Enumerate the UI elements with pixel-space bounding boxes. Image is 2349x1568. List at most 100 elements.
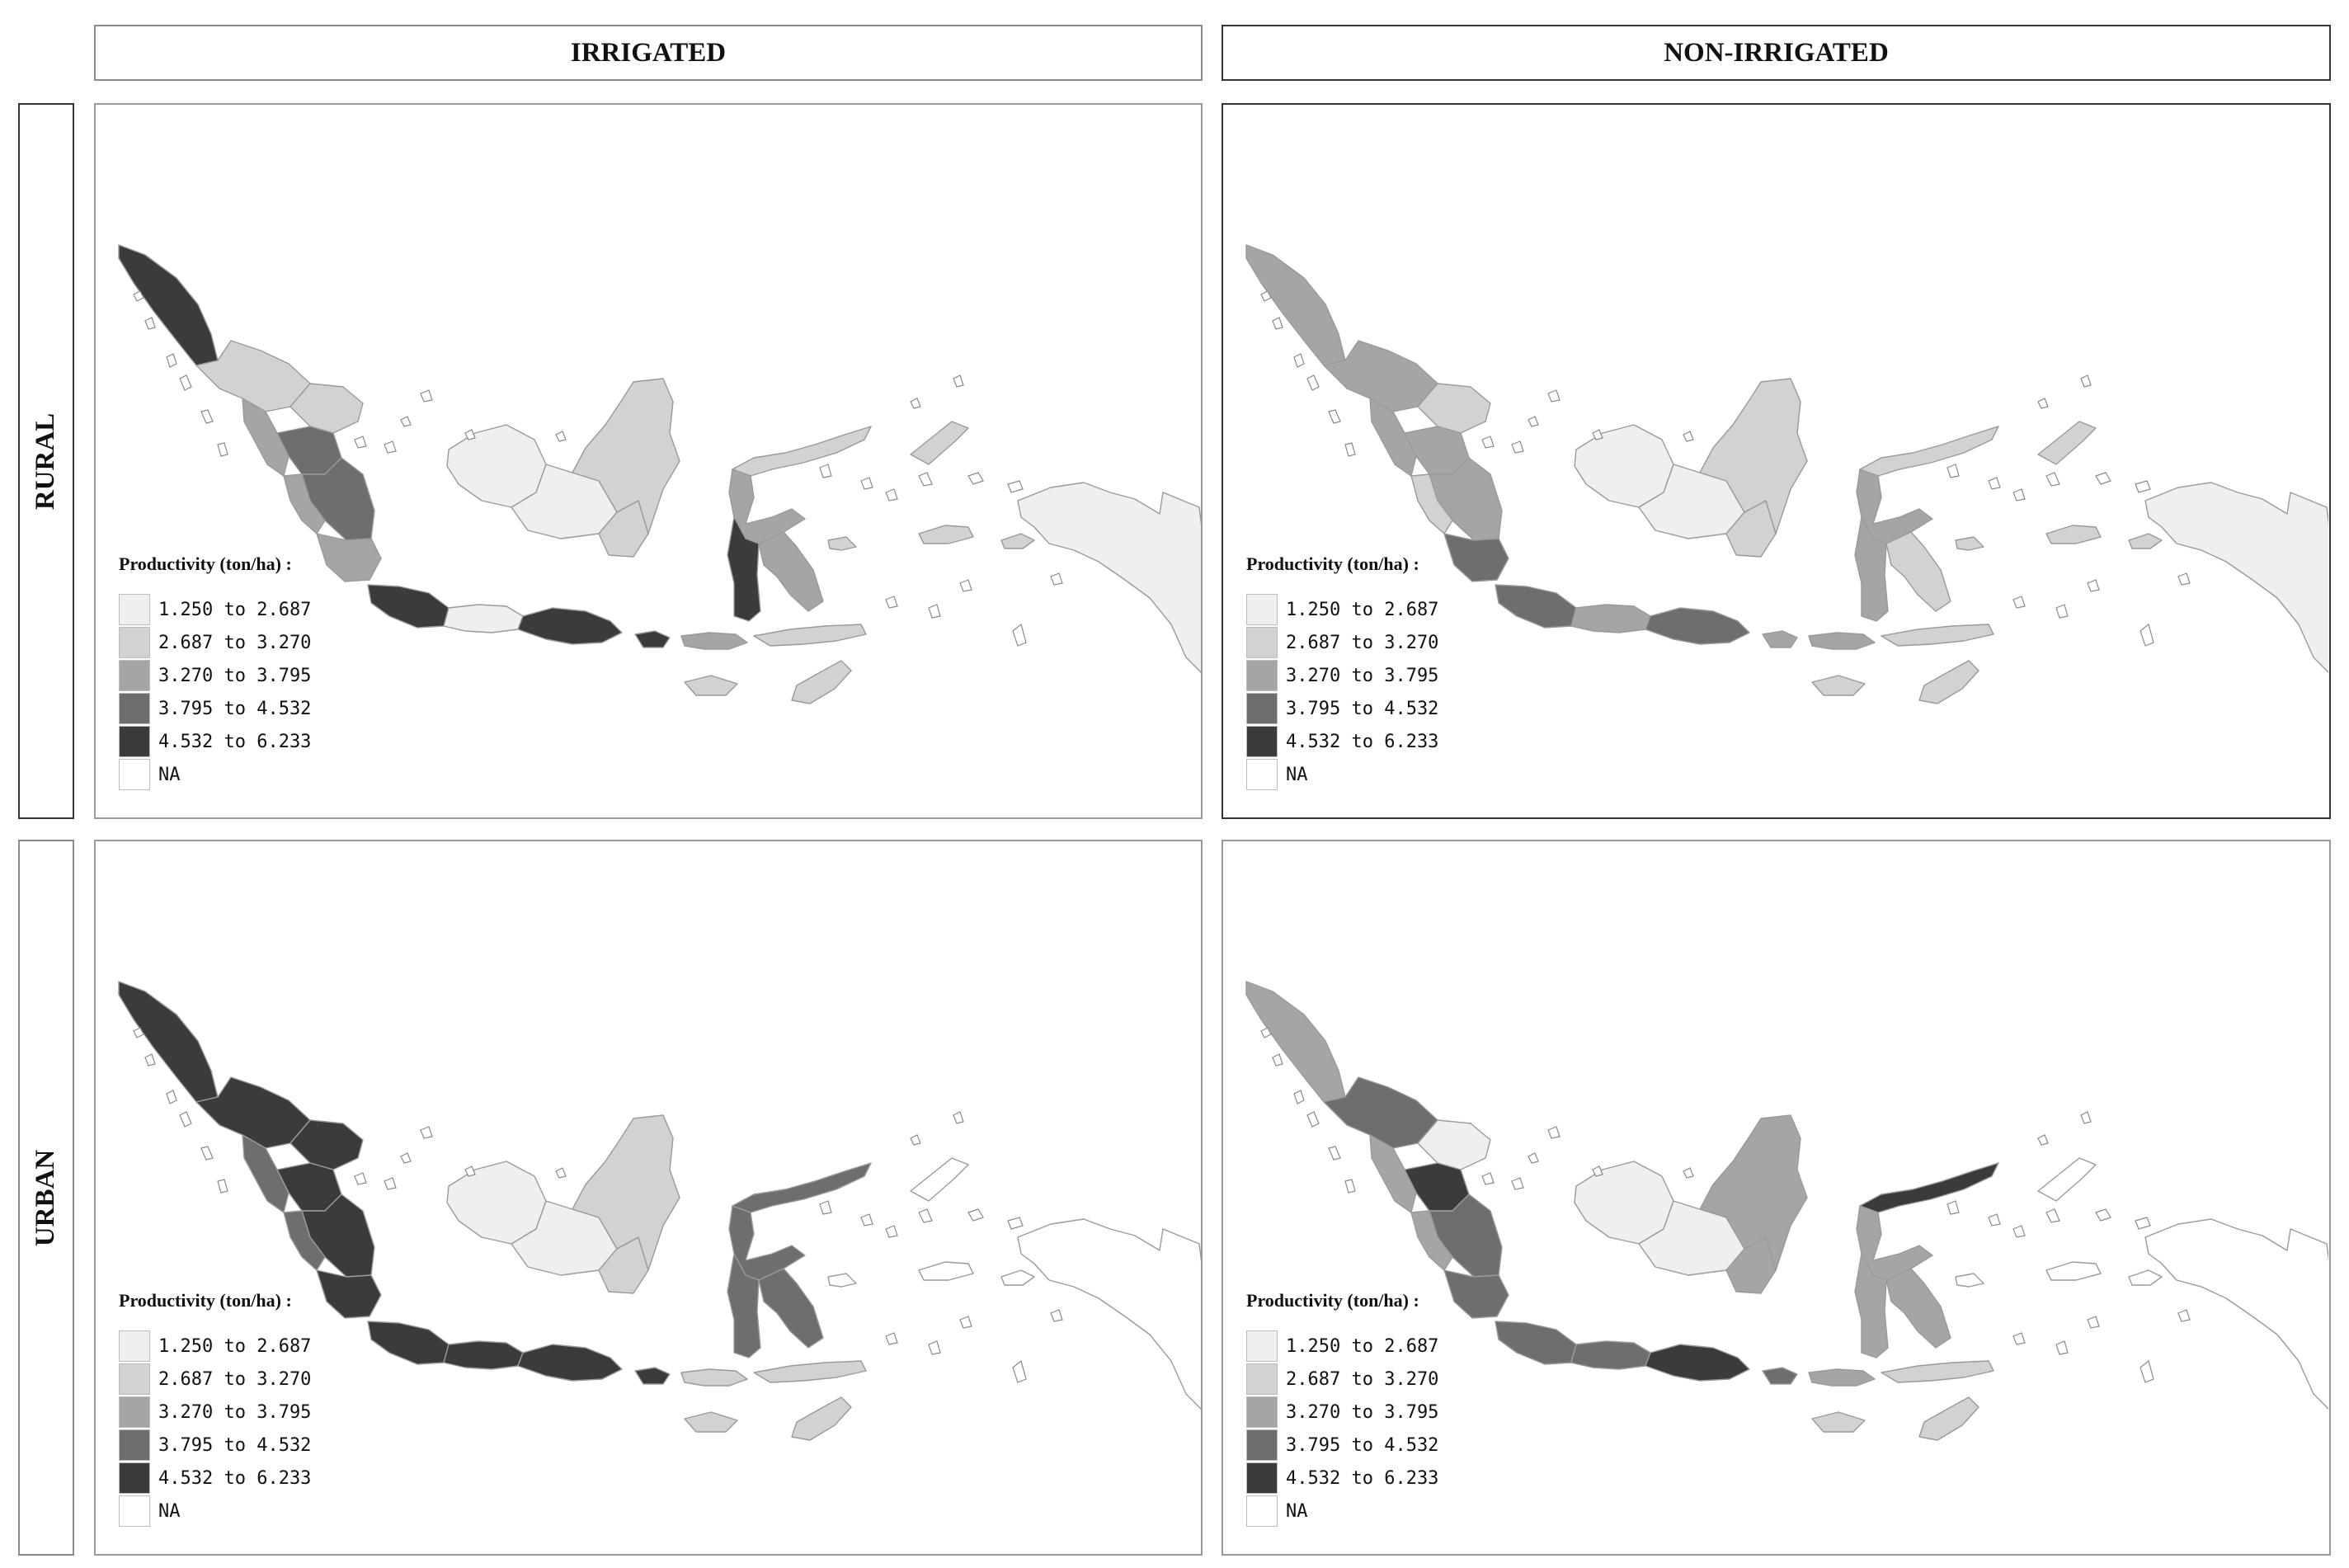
province-bali <box>634 630 671 648</box>
map-panel-urban-non-irrigated: Productivity (ton/ha) : 1.250 to 2.687 2.6… <box>1222 840 2331 1556</box>
islet <box>1012 623 1027 647</box>
province-jabar <box>367 584 450 629</box>
islet <box>918 472 933 487</box>
province-sulut <box>1859 1162 1999 1213</box>
province-lampung <box>1443 533 1509 582</box>
row-header-label: RURAL <box>31 412 61 510</box>
islet <box>1344 1179 1356 1194</box>
legend-label: 4.532 to 6.233 <box>158 731 312 752</box>
islet <box>1547 1126 1561 1139</box>
legend-item: 4.532 to 6.233 <box>1246 1462 1438 1495</box>
legend-label: 3.795 to 4.532 <box>158 698 312 719</box>
map-svg <box>1245 981 2328 1441</box>
islet <box>1481 436 1495 449</box>
province-papua <box>1017 1218 1201 1410</box>
islet <box>910 398 921 409</box>
islet <box>217 1179 228 1194</box>
islet <box>1007 480 1024 493</box>
province-kaltim <box>1699 378 1808 534</box>
islet <box>885 1332 898 1345</box>
islet <box>1344 442 1356 457</box>
islet <box>354 1172 367 1185</box>
legend-label: 3.795 to 4.532 <box>1286 1434 1439 1456</box>
legend-label: 2.687 to 3.270 <box>158 1368 312 1390</box>
islet <box>2012 1332 2026 1345</box>
legend-swatch <box>119 1330 150 1362</box>
islet <box>953 374 964 388</box>
islet <box>2037 398 2049 409</box>
islet <box>2135 1217 2151 1230</box>
legend-swatch <box>119 660 150 691</box>
islet <box>2045 472 2060 487</box>
legend-label: 2.687 to 3.270 <box>158 632 312 653</box>
map-panel-rural-non-irrigated: Productivity (ton/ha) : 1.250 to 2.687 2.6… <box>1222 103 2331 819</box>
province-jatim <box>517 607 623 645</box>
legend-item: 1.250 to 2.687 <box>119 1330 311 1363</box>
legend-swatch <box>1246 1495 1278 1527</box>
legend-swatch <box>119 759 150 790</box>
province-sultra <box>1885 1268 1951 1349</box>
islet <box>1328 409 1341 424</box>
province-sulsel <box>1854 1253 1889 1358</box>
islet <box>2055 1340 2069 1355</box>
column-header-irrigated: IRRIGATED <box>94 25 1203 81</box>
islet <box>133 290 144 302</box>
province-papua <box>1017 482 1201 673</box>
legend-item: 3.270 to 3.795 <box>119 1396 311 1429</box>
islet <box>2087 579 2100 592</box>
islet <box>860 1213 873 1227</box>
province-sultra <box>758 531 824 612</box>
legend-item: 1.250 to 2.687 <box>119 593 311 626</box>
legend-item: NA <box>119 758 311 791</box>
province-papua <box>2144 1218 2328 1410</box>
province-ntt <box>1811 624 1994 696</box>
province-timor <box>1918 1396 1979 1441</box>
legend-item: 2.687 to 3.270 <box>119 1363 311 1396</box>
map-legend: Productivity (ton/ha) : 1.250 to 2.687 2.6… <box>1246 553 1438 791</box>
province-sulut <box>1859 426 1999 477</box>
province-jateng <box>1570 604 1651 633</box>
province-maluku <box>1955 421 2163 551</box>
islet <box>179 1111 192 1128</box>
legend-item: 3.795 to 4.532 <box>1246 1429 1438 1462</box>
province-bali <box>1762 630 1798 648</box>
legend-item: NA <box>1246 1495 1438 1528</box>
province-sulsel <box>1854 516 1889 622</box>
islet <box>959 1316 972 1329</box>
legend-item: 4.532 to 6.233 <box>119 725 311 758</box>
province-lampung <box>1443 1269 1509 1319</box>
province-bengkulu <box>283 473 326 534</box>
legend-item: NA <box>1246 758 1438 791</box>
islet <box>1306 374 1320 391</box>
islet <box>2095 1208 2111 1222</box>
map-panel-urban-irrigated: Productivity (ton/ha) : 1.250 to 2.687 2.6… <box>94 840 1203 1556</box>
legend-swatch <box>119 1429 150 1461</box>
province-sulut <box>732 426 872 477</box>
province-aceh <box>1245 981 1346 1103</box>
islet <box>1528 1152 1539 1164</box>
legend-item: NA <box>119 1495 311 1528</box>
legend-label: 4.532 to 6.233 <box>1286 1467 1439 1489</box>
islet <box>420 389 433 403</box>
legend-item: 2.687 to 3.270 <box>119 626 311 659</box>
legend-title: Productivity (ton/ha) : <box>119 1290 292 1311</box>
legend-swatch <box>1246 660 1278 691</box>
province-jatim <box>517 1344 623 1382</box>
map-svg <box>1245 244 2328 704</box>
legend-label: NA <box>1286 764 1308 785</box>
legend-swatch <box>119 594 150 625</box>
legend-swatch <box>119 1462 150 1494</box>
islet <box>1683 1167 1694 1179</box>
islet <box>144 317 156 330</box>
islet <box>2177 1309 2191 1322</box>
islet <box>384 1177 397 1190</box>
map-svg <box>118 244 1201 704</box>
islet <box>1947 464 1960 478</box>
islet <box>928 1340 941 1355</box>
province-sultra <box>1885 531 1951 612</box>
legend-swatch <box>1246 627 1278 658</box>
province-kaltim <box>572 1114 680 1271</box>
map-legend: Productivity (ton/ha) : 1.250 to 2.687 2.6… <box>119 1290 311 1528</box>
islet <box>1592 1165 1603 1177</box>
islet <box>2135 480 2151 493</box>
